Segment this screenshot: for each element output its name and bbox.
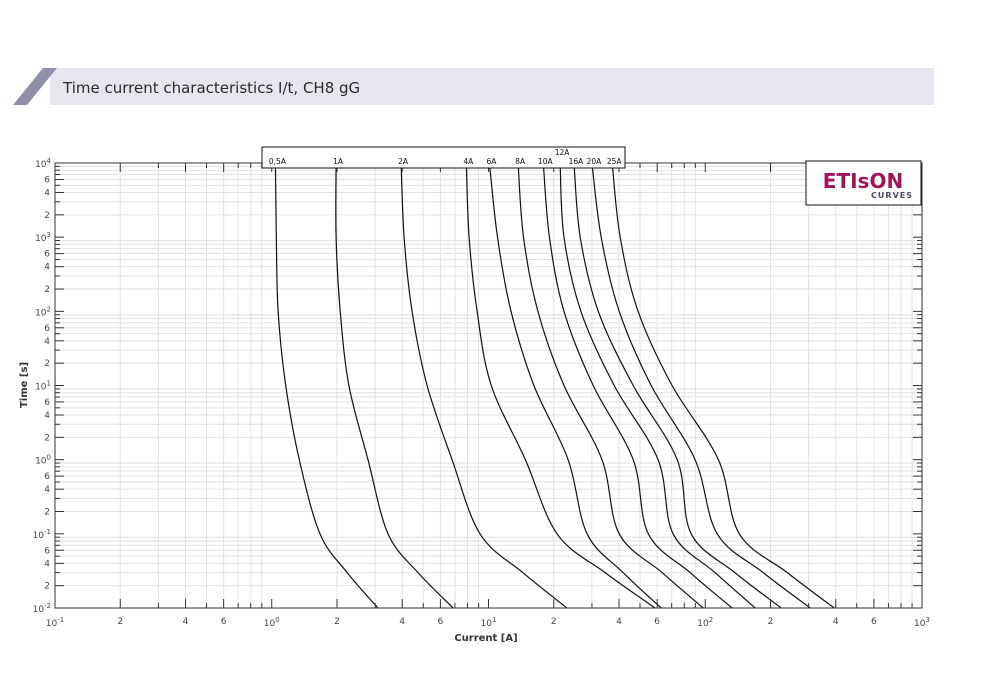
x-tick-label: 2 bbox=[334, 617, 340, 627]
y-tick-label: 2 bbox=[44, 433, 50, 443]
y-tick-label: 2 bbox=[44, 508, 50, 518]
y-tick-label: 6 bbox=[44, 324, 50, 334]
curve-label: 10A bbox=[538, 157, 554, 166]
curve-25a bbox=[611, 162, 835, 609]
curve-label: 2A bbox=[398, 157, 409, 166]
x-tick-label: 6 bbox=[871, 617, 877, 627]
x-tick-label: 6 bbox=[654, 617, 660, 627]
y-tick-label: 4 bbox=[44, 411, 50, 421]
x-tick-label: 4 bbox=[399, 617, 405, 627]
y-axis-label: Time [s] bbox=[19, 362, 30, 408]
x-tick-label: 102 bbox=[697, 616, 713, 629]
x-axis-label: Current [A] bbox=[454, 633, 517, 644]
curve-12a bbox=[559, 162, 756, 609]
curve-16a bbox=[573, 162, 782, 609]
curve-4a bbox=[465, 162, 656, 609]
x-tick-label: 4 bbox=[183, 617, 189, 627]
y-tick-label: 2 bbox=[44, 211, 50, 221]
y-tick-label: 103 bbox=[35, 231, 51, 244]
curve-8a bbox=[517, 162, 704, 609]
curve-label: 20A bbox=[587, 157, 603, 166]
y-tick-label: 2 bbox=[44, 359, 50, 369]
y-tick-label: 6 bbox=[44, 546, 50, 556]
y-tick-label: 100 bbox=[35, 454, 51, 467]
x-tick-label: 10-1 bbox=[46, 616, 64, 629]
curve-label: 1A bbox=[333, 157, 344, 166]
y-tick-label: 4 bbox=[44, 337, 50, 347]
curve-label: 6A bbox=[486, 157, 497, 166]
curve-0-5a bbox=[274, 162, 379, 609]
y-tick-label: 4 bbox=[44, 189, 50, 199]
header-bar bbox=[50, 68, 934, 105]
y-tick-label: 4 bbox=[44, 559, 50, 569]
y-tick-label: 2 bbox=[44, 582, 50, 592]
curve-label: 16A bbox=[569, 157, 585, 166]
y-tick-label: 6 bbox=[44, 398, 50, 408]
x-tick-label: 100 bbox=[264, 616, 280, 629]
logo-sub-text: CURVES bbox=[871, 191, 913, 200]
x-tick-label: 101 bbox=[481, 616, 497, 629]
curves bbox=[274, 162, 835, 609]
x-tick-label: 2 bbox=[551, 617, 557, 627]
curve-label-box bbox=[261, 146, 626, 169]
curve-20a bbox=[591, 162, 811, 609]
y-tick-label: 10-2 bbox=[33, 602, 51, 615]
y-tick-label: 101 bbox=[35, 380, 51, 393]
y-tick-label: 2 bbox=[44, 285, 50, 295]
logo-main-text: ETIsON bbox=[823, 169, 903, 193]
y-tick-label: 6 bbox=[44, 175, 50, 185]
grid bbox=[55, 163, 922, 608]
curve-6a bbox=[488, 162, 662, 609]
x-tick-label: 4 bbox=[833, 617, 839, 627]
x-tick-label: 4 bbox=[616, 617, 622, 627]
x-tick-label: 2 bbox=[768, 617, 774, 627]
y-tick-label: 10-1 bbox=[33, 528, 51, 541]
curve-10a bbox=[542, 162, 733, 609]
curve-label: 8A bbox=[515, 157, 526, 166]
x-tick-label: 103 bbox=[914, 616, 930, 629]
y-tick-label: 4 bbox=[44, 263, 50, 273]
curve-1a bbox=[335, 162, 454, 609]
curve-label: 4A bbox=[463, 157, 474, 166]
y-tick-label: 4 bbox=[44, 485, 50, 495]
y-tick-label: 102 bbox=[35, 305, 51, 318]
curve-label: 25A bbox=[607, 157, 623, 166]
x-tick-label: 2 bbox=[117, 617, 123, 627]
x-tick-label: 6 bbox=[221, 617, 227, 627]
logo: ETIsON CURVES bbox=[805, 160, 922, 206]
curve-label: 12A bbox=[555, 148, 571, 157]
x-tick-label: 6 bbox=[438, 617, 444, 627]
y-tick-label: 6 bbox=[44, 250, 50, 260]
y-tick-label: 104 bbox=[35, 157, 51, 170]
y-tick-label: 6 bbox=[44, 472, 50, 482]
curve-label: 0,5A bbox=[269, 157, 287, 166]
page-title: Time current characteristics I/t, CH8 gG bbox=[63, 79, 361, 97]
curve-2a bbox=[400, 162, 568, 609]
